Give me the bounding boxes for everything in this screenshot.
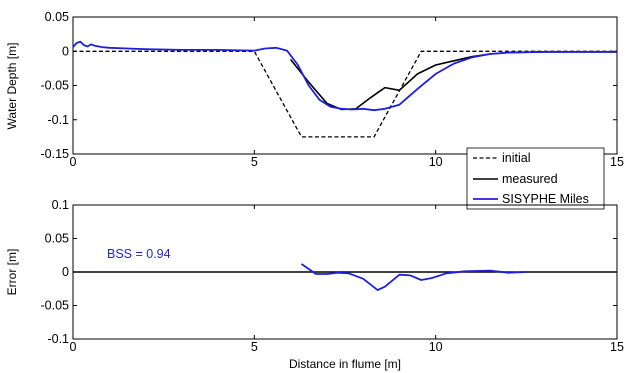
top-axes-ticks: 0 5 10 15 0.05 0 -0.05 -0.1 -0.15 [41,10,624,169]
y-tick-label: -0.1 [47,113,69,127]
bottom-y-axis-label: Error [m] [5,249,19,296]
y-tick-label: 0.05 [45,232,69,246]
legend-label-measured: measured [502,172,558,186]
y-tick-label: -0.05 [41,79,70,93]
series-line-error [300,263,527,292]
x-tick-label: 0 [70,155,77,169]
x-tick-label: 15 [610,155,624,169]
y-tick-label: 0.05 [45,10,69,24]
bottom-x-axis-label: Distance in flume [m] [289,357,401,371]
top-axes-frame [72,16,618,155]
y-tick-label: -0.15 [41,147,70,161]
legend-label-sisyphe: SISYPHE Miles [502,192,589,206]
y-tick-label: 0 [62,44,69,58]
x-tick-label: 10 [429,340,443,354]
y-tick-label: -0.05 [41,299,70,313]
x-tick-label: 5 [251,340,258,354]
y-tick-label: -0.1 [47,332,69,346]
legend-label-initial: initial [502,151,531,165]
y-tick-label: 0 [62,265,69,279]
bottom-axes-series [73,263,617,292]
x-tick-label: 10 [429,155,443,169]
bss-annotation: BSS = 0.94 [107,247,171,261]
bottom-axes-ticks: 0 5 10 15 0.1 0.05 0 -0.05 -0.1 [41,198,624,354]
series-line-initial [73,50,617,138]
y-tick-label: 0.1 [52,198,69,212]
x-tick-label: 5 [251,155,258,169]
top-axes: 0 5 10 15 0.05 0 -0.05 -0.1 -0.15 Water Depth [m… [5,10,624,169]
series-line-sisyphe-miles [72,40,617,112]
bottom-axes: 0 5 10 15 0.1 0.05 0 -0.05 -0.1 Error [m] Distan… [5,198,624,371]
x-tick-label: 0 [70,340,77,354]
top-y-axis-label: Water Depth [m] [5,43,19,130]
x-tick-label: 15 [610,340,624,354]
top-axes-series [72,40,617,138]
legend: initial measured SISYPHE Miles [466,147,605,210]
